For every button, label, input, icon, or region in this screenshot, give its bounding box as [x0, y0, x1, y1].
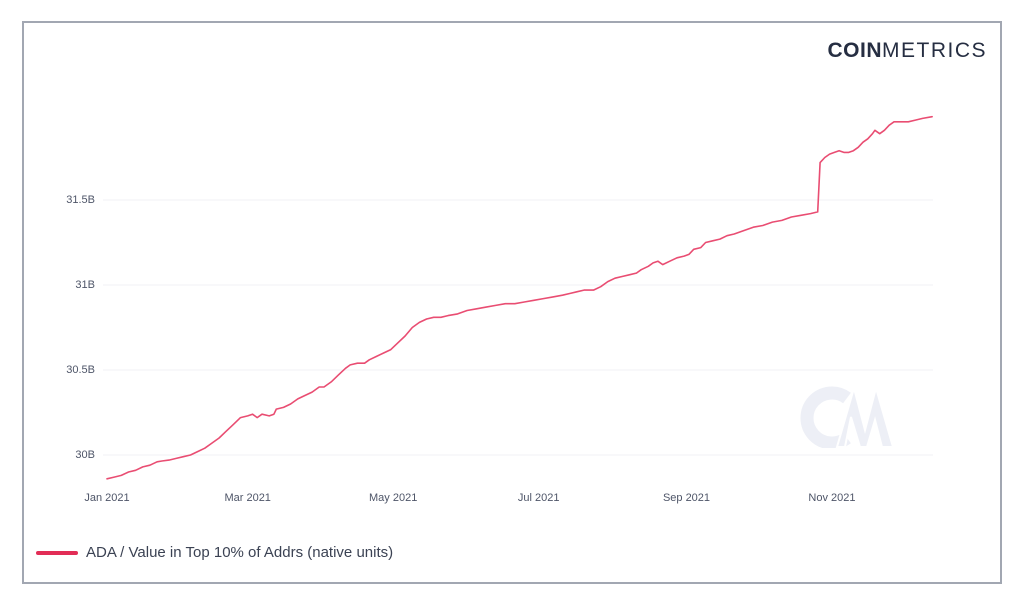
chart-card	[22, 21, 1002, 584]
y-tick-label: 30.5B	[66, 364, 95, 376]
coinmetrics-logo: COINMETRICS	[828, 39, 988, 63]
x-tick-label: Sep 2021	[662, 492, 711, 504]
legend-item-label[interactable]: ADA / Value in Top 10% of Addrs (native …	[86, 544, 394, 561]
y-tick-label: 31.5B	[66, 194, 95, 206]
logo-text-light: METRICS	[882, 39, 987, 62]
y-tick-label: 30B	[75, 449, 95, 461]
x-tick-label: Nov 2021	[808, 492, 856, 504]
x-tick-label: Mar 2021	[224, 492, 271, 504]
cm-watermark-icon	[797, 384, 895, 453]
legend: ADA / Value in Top 10% of Addrs (native …	[36, 544, 393, 561]
legend-swatch[interactable]	[36, 550, 78, 555]
x-tick-label: Jul 2021	[517, 492, 560, 504]
x-tick-label: May 2021	[369, 492, 418, 504]
logo-text-bold: COIN	[827, 39, 882, 62]
y-tick-label: 31B	[75, 279, 95, 291]
x-tick-label: Jan 2021	[84, 492, 130, 504]
series-line	[106, 115, 933, 480]
